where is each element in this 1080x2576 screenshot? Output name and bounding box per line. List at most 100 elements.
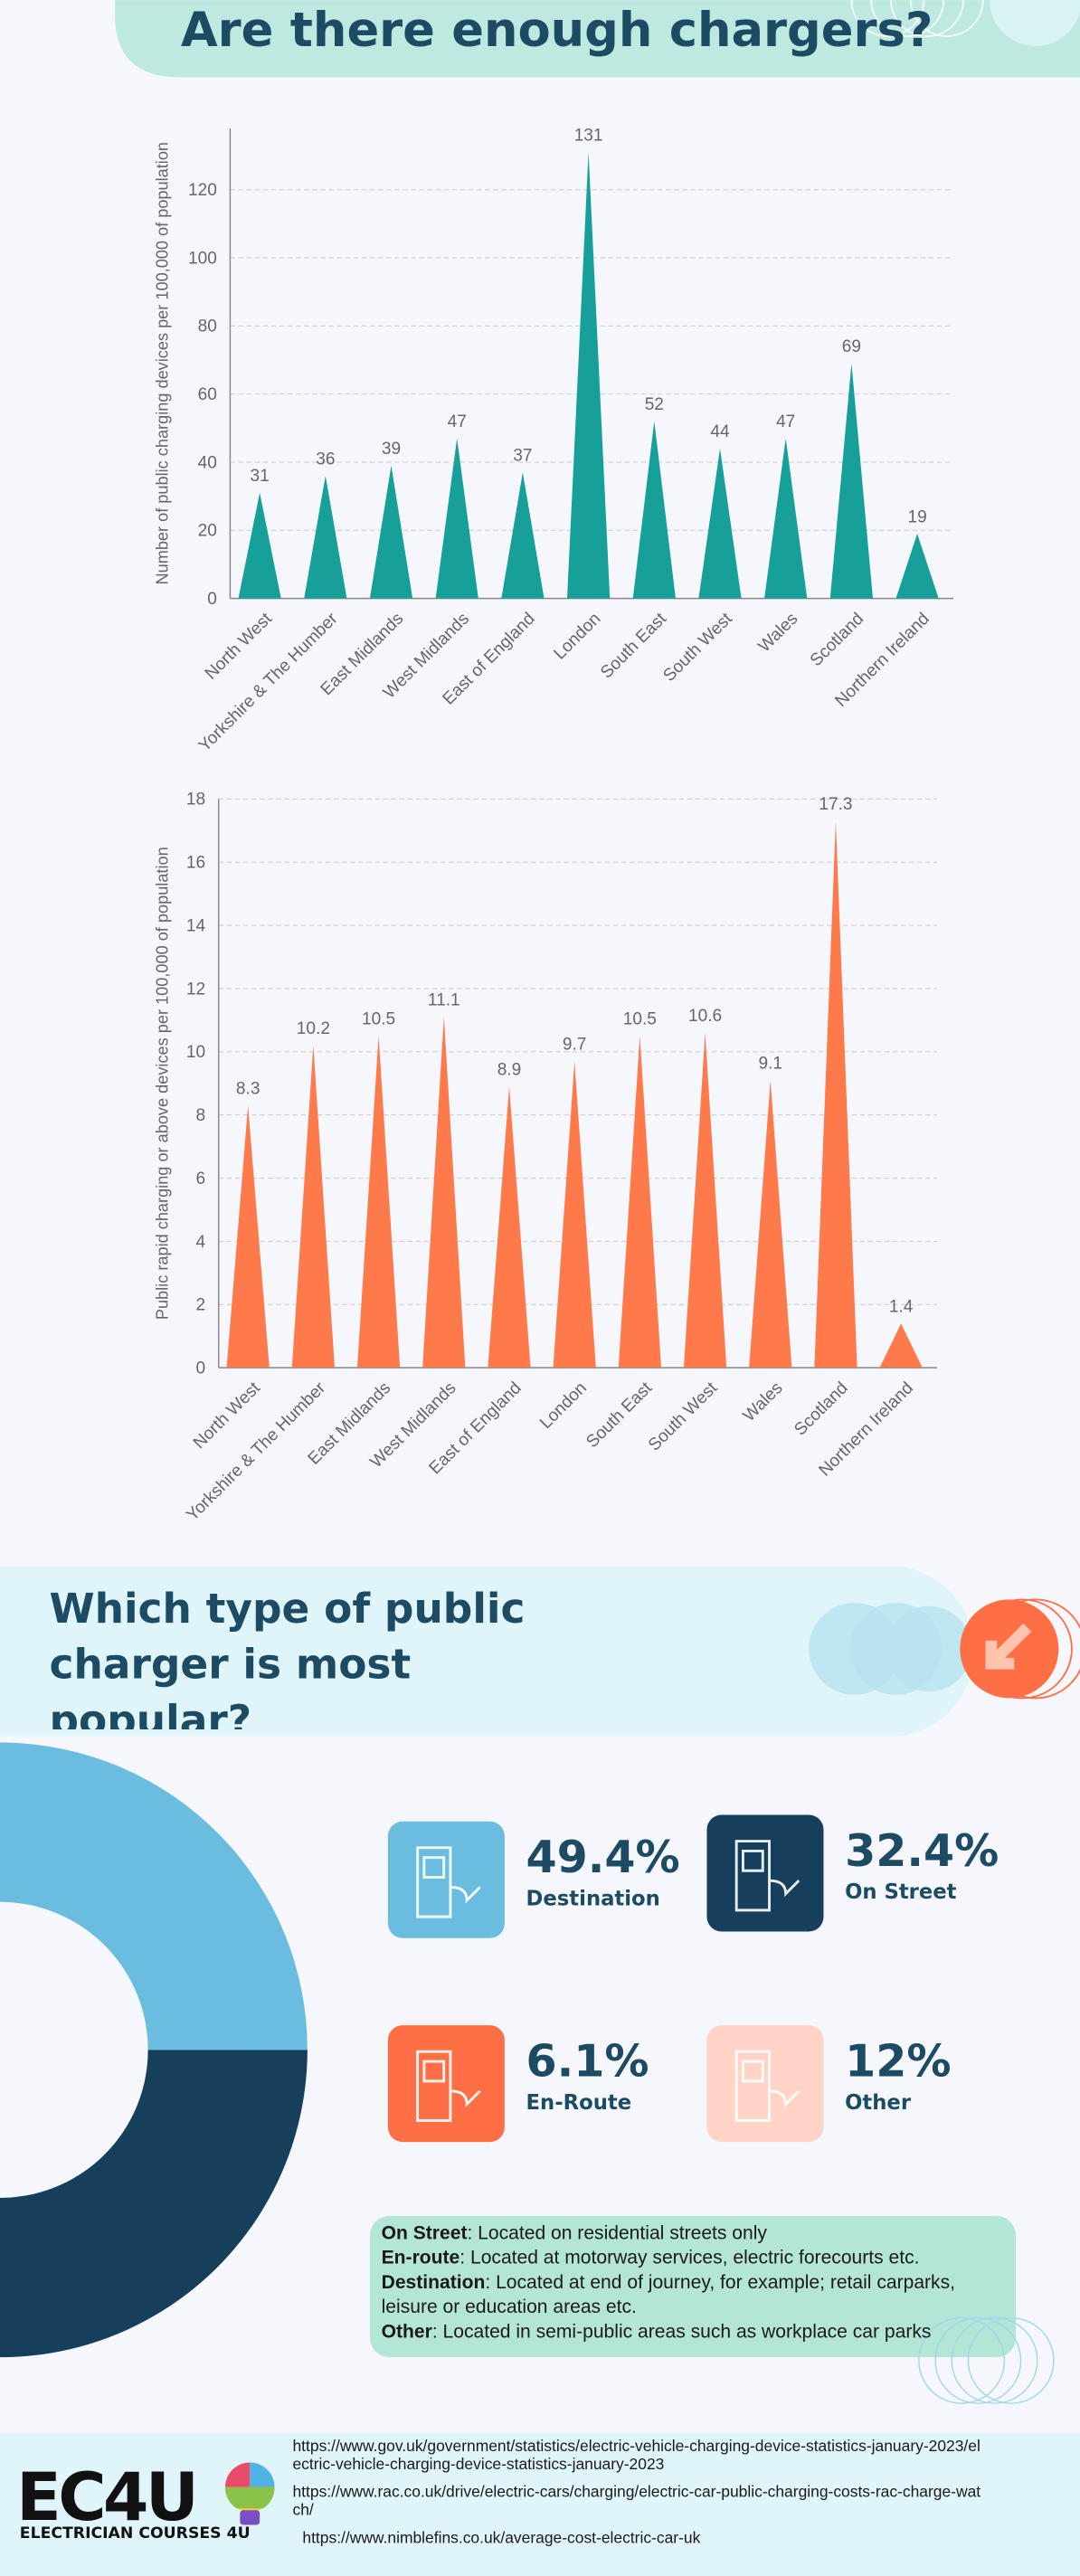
section-band [0,1567,975,1737]
definition: Other: Located in semi-public areas such… [382,2319,1009,2344]
definition-text: : Located at motorway services, electric… [459,2247,920,2269]
icon-glyph [416,2050,481,2122]
icon-glyph [416,1846,481,1918]
y-tick-label: 18 [186,791,205,810]
bar [879,1323,923,1368]
donut-slice [0,1742,308,2050]
definition: On Street: Located on residential street… [382,2221,1009,2245]
bar [749,1080,792,1368]
y-tick-label: 0 [196,1359,206,1378]
bar [683,1032,727,1368]
card-icon [706,2025,824,2143]
bar [829,363,874,599]
value-label: 10.2 [297,1019,330,1038]
stat-value: 12% [845,2034,951,2087]
definitions-box [369,2215,1017,2358]
logo-subtitle: ELECTRICIAN COURSES 4U [20,2524,251,2543]
stat-value: 6.1% [526,2034,649,2087]
value-label: 10.5 [362,1010,395,1029]
value-label: 31 [251,467,270,486]
section-title-box: Which type of public charger is most pop… [50,1585,526,1729]
value-label: 8.9 [497,1061,522,1080]
logo-bulb [224,2462,275,2525]
bar [553,1061,596,1368]
y-tick-label: 80 [198,317,217,336]
sources: https://www.gov.uk/government/statistics… [292,2439,982,2549]
bar [422,1017,466,1368]
logo: EC4U [16,2460,195,2536]
value-label: 47 [776,412,795,431]
header-deco [850,0,984,37]
value-label: 52 [645,395,664,414]
stat-label: On Street [845,1880,957,1904]
donut-chart [0,1742,308,2358]
value-label: 44 [710,422,730,441]
bar [632,421,676,599]
definitions-deco [918,2316,1055,2404]
definition-term: On Street [381,2222,468,2244]
definition-text: : Located at end of journey, for example… [381,2271,955,2318]
value-label: 47 [448,412,467,431]
donut-slice [0,2050,308,2358]
value-label: 36 [316,450,335,469]
value-label: 39 [382,440,401,459]
value-label: 9.7 [563,1036,587,1055]
definition: Destination: Located at end of journey, … [382,2270,1009,2320]
sources-box: https://www.gov.uk/government/statistics… [292,2439,982,2549]
value-label: 37 [513,447,532,466]
y-tick-label: 10 [186,1043,205,1062]
value-label: 1.4 [889,1298,914,1317]
bar [304,476,347,599]
value-label: 10.6 [688,1007,722,1026]
y-tick-label: 16 [186,854,205,873]
bar [698,448,742,599]
stat-label: Destination [526,1887,660,1910]
bar [618,1036,661,1368]
stat-label: Other [845,2091,912,2115]
stat-cards: 49.4% Destination 32.4% On Street 6.1% En-Rou… [387,1814,999,2143]
definition-term: Destination [381,2271,486,2294]
value-label: 17.3 [819,795,852,814]
header-band [115,0,1080,78]
definitions: On Street: Located on residential street… [382,2221,1009,2344]
bar [764,438,808,599]
y-tick-label: 40 [198,453,217,472]
stat-value: 32.4% [845,1824,999,1877]
value-label: 69 [842,337,861,356]
icon-glyph [734,1840,801,1912]
source-link: https://www.gov.uk/government/statistics… [292,2439,981,2474]
value-label: 19 [907,507,926,526]
y-tick-label: 0 [207,590,217,609]
bar [238,492,281,599]
bar [501,472,545,599]
bar [895,534,939,599]
stat-value: 49.4% [526,1831,680,1883]
y-tick-label: 60 [198,385,217,404]
definition-text: : Located in semi-public areas such as w… [431,2321,932,2343]
y-tick-label: 8 [196,1106,206,1125]
header-circle [990,0,1080,46]
definition-text: : Located on residential streets only [467,2222,767,2244]
value-label: 11.1 [428,991,460,1010]
value-label: 10.5 [623,1010,657,1029]
source-link: https://www.nimblefins.co.uk/average-cos… [302,2530,701,2548]
definition-term: Other [381,2321,432,2343]
card-icon [706,1814,824,1932]
footer-band [0,2432,1080,2576]
bar [356,1036,401,1368]
bar [291,1045,335,1368]
y-axis-label: Public rapid charging or above devices p… [153,847,171,1320]
y-tick-label: 2 [196,1296,206,1315]
y-tick-label: 6 [196,1170,206,1189]
section-deco [809,1598,1080,1700]
value-label: 9.1 [758,1055,782,1074]
y-axis-label: Number of public charging devices per 10… [153,142,171,585]
definition-term: En-route [381,2247,460,2269]
source-link: https://www.rac.co.uk/drive/electric-car… [292,2484,981,2520]
icon-glyph [734,2050,801,2122]
page-title: Are there enough chargers? [181,3,933,58]
bar [814,820,857,1368]
bar [488,1086,531,1368]
bar [435,438,478,599]
